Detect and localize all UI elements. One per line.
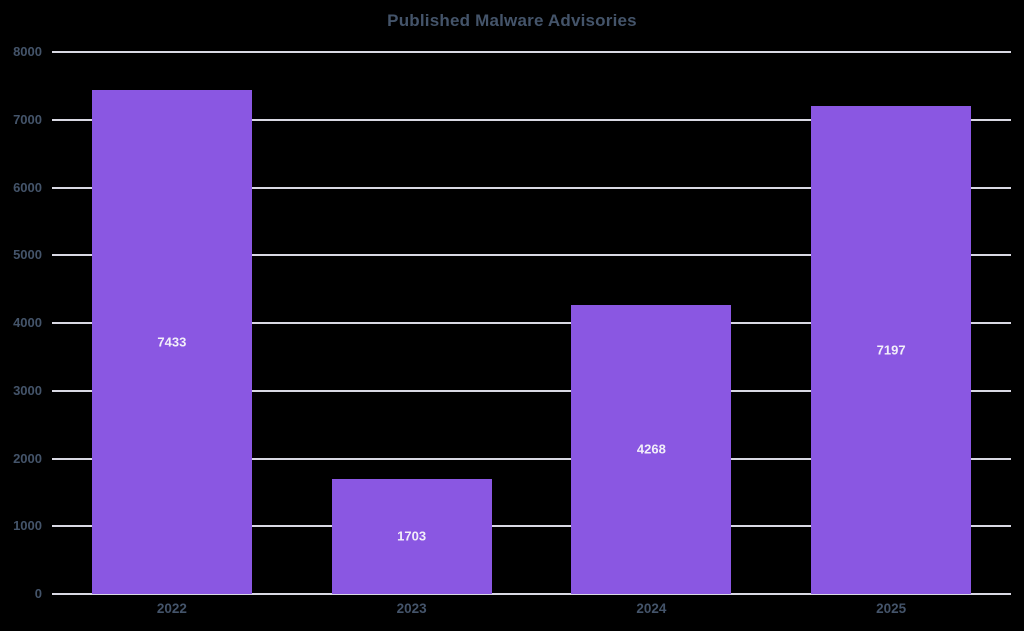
- bar-2025: 7197: [811, 106, 972, 594]
- gridline: [52, 51, 1011, 53]
- gridline: [52, 254, 1011, 257]
- plot-area: 7433 1703 4268 7197: [52, 51, 1011, 595]
- bar-2023: 1703: [331, 478, 492, 594]
- gridline: [52, 525, 1011, 528]
- x-tick-label: 2022: [156, 601, 187, 616]
- y-tick-label: 7000: [13, 111, 42, 127]
- y-tick-label: 3000: [13, 382, 42, 398]
- bar-value-label: 4268: [636, 441, 666, 457]
- bar-value-label: 7433: [157, 334, 187, 350]
- gridline: [52, 389, 1011, 392]
- y-tick-label: 5000: [13, 247, 42, 263]
- gridline: [52, 186, 1011, 189]
- bar-value-label: 7197: [876, 342, 906, 358]
- y-tick-label: 2000: [13, 450, 42, 466]
- x-tick-label: 2024: [636, 601, 667, 616]
- gridline: [52, 457, 1011, 460]
- x-tick-label: 2023: [396, 601, 427, 616]
- bar-2022: 7433: [91, 90, 252, 594]
- y-tick-label: 1000: [13, 518, 42, 534]
- y-tick-label: 0: [34, 586, 42, 601]
- x-axis-line: [52, 593, 1011, 595]
- bar-2024: 4268: [571, 304, 732, 594]
- bar-value-label: 1703: [397, 528, 427, 544]
- x-tick-label: 2025: [876, 601, 907, 616]
- y-tick-label: 4000: [13, 315, 42, 330]
- y-tick-label: 6000: [13, 179, 42, 195]
- y-tick-label: 8000: [13, 44, 42, 59]
- gridline: [52, 118, 1011, 121]
- gridline: [52, 322, 1011, 324]
- chart-title: Published Malware Advisories: [387, 11, 637, 30]
